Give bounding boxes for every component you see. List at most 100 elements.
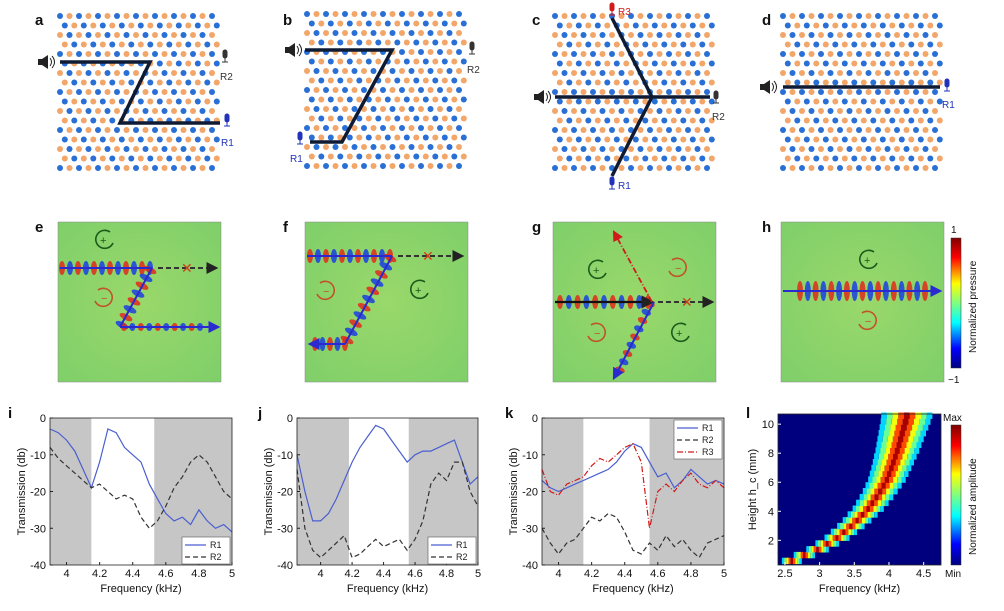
lattice-dot	[860, 136, 867, 143]
lattice-dot	[666, 127, 672, 133]
shaded-band	[297, 418, 349, 565]
heatmap-cell	[846, 522, 850, 530]
heatmap-cell	[821, 546, 824, 553]
heatmap-cell	[806, 546, 809, 553]
heatmap-cell	[900, 459, 905, 466]
lattice-dot	[418, 87, 424, 93]
lattice-dot	[884, 127, 891, 133]
lattice-dot	[884, 108, 891, 114]
heatmap-cell	[810, 551, 813, 559]
lattice-dot	[389, 68, 396, 74]
lattice-dot	[794, 79, 801, 86]
lattice-dot	[680, 98, 687, 105]
lattice-dot	[71, 117, 78, 124]
y-tick-label: -40	[277, 560, 293, 572]
lattice-dot	[932, 127, 938, 133]
lattice-dot	[913, 70, 919, 76]
lattice-dot	[337, 96, 344, 103]
lattice-dot	[114, 51, 120, 57]
heatmap-cell	[876, 505, 881, 512]
x-tick-label: 4.8	[439, 568, 454, 580]
heatmap-cell	[828, 540, 832, 547]
heatmap-cell	[903, 435, 909, 443]
heatmap-cell	[797, 557, 800, 565]
lattice-dot	[670, 117, 677, 124]
lattice-dot	[647, 127, 653, 133]
lattice-dot	[837, 32, 843, 38]
lattice-dot	[571, 165, 577, 171]
lattice-dot	[118, 155, 125, 162]
heatmap-cell	[870, 511, 875, 518]
heatmap-cell	[911, 453, 917, 460]
rotation-cw-icon: −	[316, 280, 336, 301]
lattice-dot	[694, 127, 701, 133]
heatmap-cell	[876, 441, 882, 448]
lattice-dot	[680, 79, 687, 86]
heatmap-cell	[906, 464, 912, 472]
lattice-dot	[365, 20, 372, 27]
lattice-dot	[213, 60, 220, 67]
lattice-dot	[637, 13, 644, 19]
svg-text:+: +	[100, 235, 106, 247]
lattice-dot	[846, 89, 853, 95]
lattice-dot	[566, 41, 573, 48]
lattice-dot	[822, 22, 829, 29]
lattice-dot	[456, 49, 462, 55]
lattice-dot	[57, 146, 63, 152]
lattice-dot	[99, 98, 106, 105]
heatmap-cell	[875, 464, 881, 472]
lattice-dot	[651, 117, 658, 124]
lattice-dot	[680, 22, 687, 29]
lattice-dot	[152, 70, 158, 76]
lattice-dot	[209, 13, 215, 19]
lattice-dot	[689, 155, 696, 162]
lattice-dot	[190, 70, 196, 76]
heatmap-cell	[865, 482, 870, 489]
lattice-dot	[599, 13, 606, 19]
lattice-dot	[351, 30, 358, 36]
lattice-dot	[898, 155, 905, 162]
heatmap-cell	[854, 528, 857, 536]
lattice-dot	[375, 153, 382, 160]
lattice-dot	[913, 51, 919, 57]
lattice-dot	[394, 153, 401, 160]
lattice-dot	[351, 163, 358, 169]
lattice-dot	[884, 13, 891, 19]
receiver-label-d-r1: R1	[942, 100, 955, 111]
lattice-dot	[708, 136, 715, 143]
lattice-dot	[166, 98, 173, 105]
lattice-dot	[456, 11, 462, 17]
heatmap-cell	[901, 424, 907, 431]
lattice-dot	[142, 51, 149, 57]
lattice-dot	[380, 125, 386, 131]
heatmap-cell	[877, 435, 883, 443]
lattice-dot	[884, 51, 891, 57]
lattice-dot	[76, 127, 82, 133]
lattice-dot	[166, 41, 173, 48]
lattice-dot	[95, 13, 101, 19]
lattice-dot	[680, 155, 687, 162]
heatmap-cell	[877, 482, 882, 489]
lattice-dot	[123, 51, 130, 57]
cross-icon: ✕	[422, 248, 434, 264]
heatmap-cell	[896, 441, 902, 448]
lattice-dot	[856, 146, 862, 152]
lattice-dot	[689, 41, 696, 48]
lattice-dot	[936, 60, 943, 67]
x-tick-label: 4	[318, 568, 324, 580]
lattice-dot	[356, 134, 363, 141]
lattice-dot	[884, 89, 891, 95]
lattice-dot	[632, 22, 639, 29]
lattice-dot	[109, 98, 116, 105]
lattice-dot	[860, 155, 867, 162]
path-a	[60, 60, 220, 125]
heatmap-cell	[909, 447, 915, 454]
lattice-dot	[370, 144, 377, 150]
lattice-dot	[446, 106, 453, 112]
lattice-dot	[870, 79, 877, 86]
lattice-dot	[818, 127, 824, 133]
lattice-dot	[185, 60, 192, 67]
lattice-dot	[808, 89, 815, 95]
lattice-dot	[365, 153, 372, 160]
lattice-dot	[142, 146, 149, 152]
